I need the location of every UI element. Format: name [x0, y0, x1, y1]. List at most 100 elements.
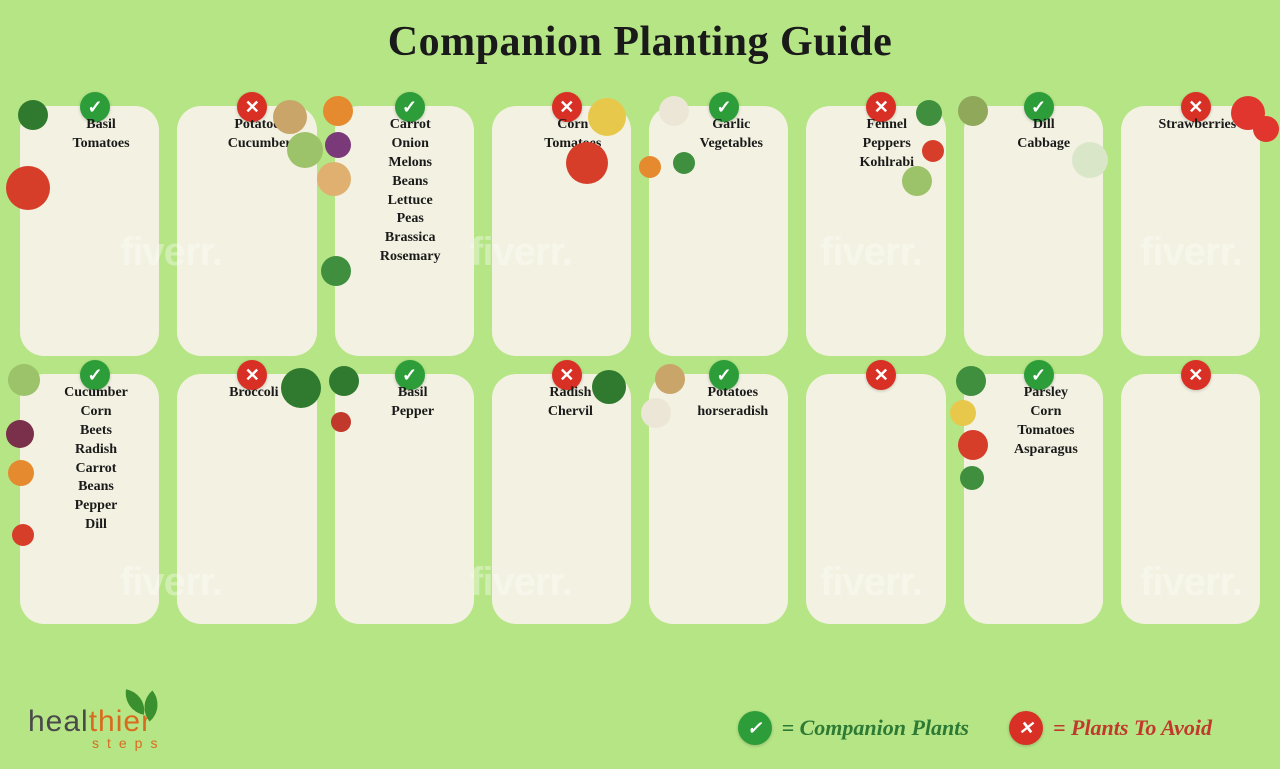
plant-name: Tomatoes: [1014, 422, 1078, 441]
plant-name: Fennel: [860, 116, 914, 135]
plant-name: Onion: [380, 135, 441, 154]
plant-name: Carrot: [380, 116, 441, 135]
plant-list: CucumberCornBeetsRadishCarrotBeansPepper…: [64, 384, 128, 535]
plant-card: ✓BasilTomatoes: [20, 106, 159, 356]
produce-icon: [329, 366, 359, 396]
legend-companion-label: = Companion Plants: [782, 715, 969, 741]
plant-name: Corn: [64, 403, 128, 422]
plant-name: Pepper: [64, 497, 128, 516]
plant-name: Peas: [380, 210, 441, 229]
plant-name: Peppers: [860, 135, 914, 154]
cross-icon: ✕: [1181, 360, 1211, 390]
card-grid: ✓BasilTomatoes✕PotatoesCucumber✓CarrotOn…: [0, 66, 1280, 624]
plant-list: Broccoli: [229, 384, 279, 403]
plant-name: Basil: [73, 116, 130, 135]
plant-name: Cucumber: [64, 384, 128, 403]
produce-icon: [287, 132, 323, 168]
cross-icon: ✕: [866, 360, 896, 390]
plant-name: horseradish: [697, 403, 768, 422]
plant-name: Beets: [64, 422, 128, 441]
plant-list: CarrotOnionMelonsBeansLettucePeasBrassic…: [380, 116, 441, 267]
plant-list: RadishChervil: [548, 384, 593, 422]
produce-icon: [902, 166, 932, 196]
plant-card: ✓ParsleyCornTomatoesAsparagus: [964, 374, 1103, 624]
plant-list: GarlicVegetables: [700, 116, 763, 154]
produce-icon: [331, 412, 351, 432]
produce-icon: [18, 100, 48, 130]
produce-icon: [958, 430, 988, 460]
plant-card: ✕PotatoesCucumber: [177, 106, 316, 356]
produce-icon: [1072, 142, 1108, 178]
plant-name: Strawberries: [1158, 116, 1236, 135]
plant-name: Brassica: [380, 229, 441, 248]
plant-name: Cabbage: [1017, 135, 1070, 154]
plant-name: Broccoli: [229, 384, 279, 403]
plant-name: Chervil: [548, 403, 593, 422]
produce-icon: [6, 166, 50, 210]
produce-icon: [8, 460, 34, 486]
produce-icon: [592, 370, 626, 404]
legend-companion: ✓ = Companion Plants: [738, 711, 969, 745]
plant-name: Corn: [1014, 403, 1078, 422]
plant-card: ✓Potatoeshorseradish: [649, 374, 788, 624]
plant-name: Vegetables: [700, 135, 763, 154]
produce-icon: [916, 100, 942, 126]
produce-icon: [12, 524, 34, 546]
plant-list: BasilTomatoes: [73, 116, 130, 154]
produce-icon: [922, 140, 944, 162]
plant-name: Beans: [380, 173, 441, 192]
plant-name: Pepper: [391, 403, 434, 422]
plant-name: Lettuce: [380, 192, 441, 211]
plant-name: Cucumber: [228, 135, 292, 154]
produce-icon: [673, 152, 695, 174]
produce-icon: [956, 366, 986, 396]
plant-name: Dill: [1017, 116, 1070, 135]
produce-icon: [960, 466, 984, 490]
produce-icon: [321, 256, 351, 286]
plant-name: Potatoes: [697, 384, 768, 403]
plant-card: ✓DillCabbage: [964, 106, 1103, 356]
plant-name: Radish: [64, 441, 128, 460]
plant-card: ✕FennelPeppersKohlrabi: [806, 106, 945, 356]
plant-card: ✕CornTomatoes: [492, 106, 631, 356]
produce-icon: [6, 420, 34, 448]
plant-list: DillCabbage: [1017, 116, 1070, 154]
produce-icon: [566, 142, 608, 184]
page-title: Companion Planting Guide: [0, 0, 1280, 66]
plant-list: ParsleyCornTomatoesAsparagus: [1014, 384, 1078, 460]
plant-card: ✓GarlicVegetables: [649, 106, 788, 356]
produce-icon: [950, 400, 976, 426]
legend: ✓ = Companion Plants ✕ = Plants To Avoid: [738, 711, 1212, 745]
legend-avoid: ✕ = Plants To Avoid: [1009, 711, 1212, 745]
logo-sub: steps: [92, 735, 165, 751]
produce-icon: [639, 156, 661, 178]
plant-name: Radish: [548, 384, 593, 403]
plant-name: Carrot: [64, 460, 128, 479]
produce-icon: [1253, 116, 1279, 142]
produce-icon: [281, 368, 321, 408]
plant-name: Beans: [64, 478, 128, 497]
produce-icon: [323, 96, 353, 126]
plant-card: ✕Broccoli: [177, 374, 316, 624]
plant-card: ✕: [1121, 374, 1260, 624]
produce-icon: [588, 98, 626, 136]
produce-icon: [958, 96, 988, 126]
plant-card: ✕RadishChervil: [492, 374, 631, 624]
brand-logo: healthier steps: [28, 705, 165, 751]
plant-card: ✕: [806, 374, 945, 624]
plant-card: ✓BasilPepper: [335, 374, 474, 624]
plant-name: Garlic: [700, 116, 763, 135]
plant-card: ✕Strawberries: [1121, 106, 1260, 356]
plant-name: Basil: [391, 384, 434, 403]
produce-icon: [655, 364, 685, 394]
check-icon: ✓: [738, 711, 772, 745]
plant-card: ✓CarrotOnionMelonsBeansLettucePeasBrassi…: [335, 106, 474, 356]
plant-list: Potatoeshorseradish: [697, 384, 768, 422]
plant-list: BasilPepper: [391, 384, 434, 422]
produce-icon: [325, 132, 351, 158]
produce-icon: [641, 398, 671, 428]
logo-part-1: heal: [28, 705, 89, 738]
produce-icon: [659, 96, 689, 126]
plant-name: Tomatoes: [73, 135, 130, 154]
produce-icon: [317, 162, 351, 196]
